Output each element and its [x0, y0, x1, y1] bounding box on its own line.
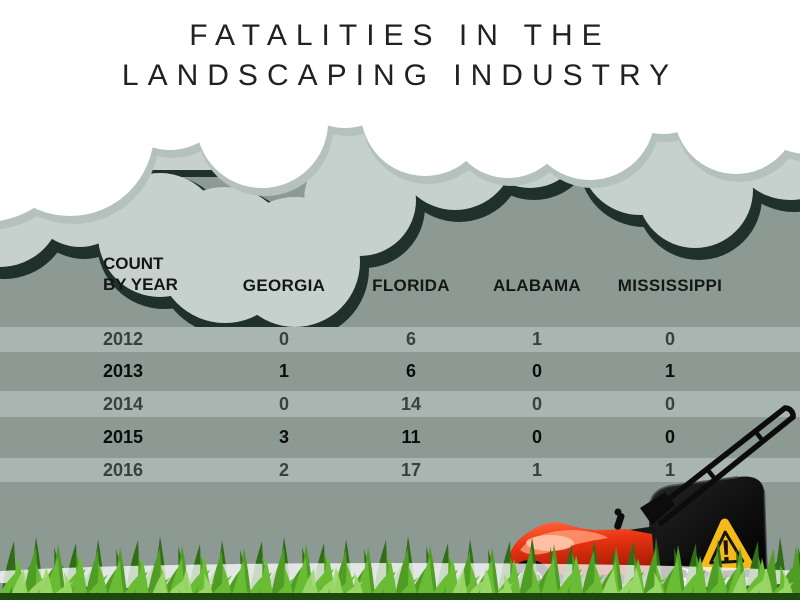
svg-text:!: !: [720, 535, 732, 568]
column-header-alabama: ALABAMA: [492, 276, 582, 295]
cell-value: 1: [664, 361, 676, 381]
cell-value: 1: [531, 329, 543, 349]
white-cloud-layer: [0, 0, 800, 221]
table-row: 2016 2 17 1 1: [0, 458, 800, 482]
title-line-2: LANDSCAPING INDUSTRY: [121, 59, 679, 92]
cell-value: 0: [664, 329, 676, 349]
cell-value: 3: [278, 427, 290, 447]
row-year: 2016: [103, 459, 144, 480]
cell-value: 11: [401, 427, 421, 447]
page-title: FATALITIES IN THE LANDSCAPING INDUSTRY: [0, 16, 800, 96]
row-year: 2013: [103, 361, 144, 381]
storm-clouds-illustration: [0, 0, 800, 339]
column-header-florida: FLORIDA: [372, 276, 450, 295]
row-year: 2015: [103, 427, 144, 447]
grass-base-shadow: [0, 593, 800, 600]
cell-value: 17: [400, 459, 422, 480]
cell-value: 0: [531, 427, 543, 447]
row-year: 2014: [103, 393, 144, 414]
cell-value: 14: [400, 393, 422, 414]
cell-value: 0: [531, 361, 543, 381]
cell-value: 1: [278, 361, 290, 381]
cell-value: 6: [405, 329, 417, 349]
cell-value: 2: [278, 459, 290, 480]
table-row: 2012 0 6 1 0: [0, 327, 800, 352]
cell-value: 0: [278, 329, 290, 349]
cell-value: 6: [405, 361, 417, 381]
column-header-georgia: GEORGIA: [242, 276, 326, 295]
cell-value: 1: [664, 459, 676, 480]
table-row: 2014 0 14 0 0: [0, 391, 800, 417]
row-year: 2012: [103, 329, 144, 349]
grass-illustration: [0, 536, 800, 600]
mower-handle: [640, 405, 796, 526]
column-header-mississippi: MISSISSIPPI: [617, 276, 723, 295]
table-row: 2015 3 11 0 0: [0, 417, 800, 458]
table-row: 2013 1 6 0 1: [0, 352, 800, 391]
cell-value: 0: [531, 393, 543, 414]
cell-value: 0: [278, 393, 290, 414]
cell-value: 0: [664, 393, 676, 414]
title-line-1: FATALITIES IN THE: [189, 19, 611, 52]
cell-value: 1: [531, 459, 543, 480]
cell-value: 0: [664, 427, 676, 447]
row-header-label: COUNT BY YEAR: [103, 254, 178, 294]
